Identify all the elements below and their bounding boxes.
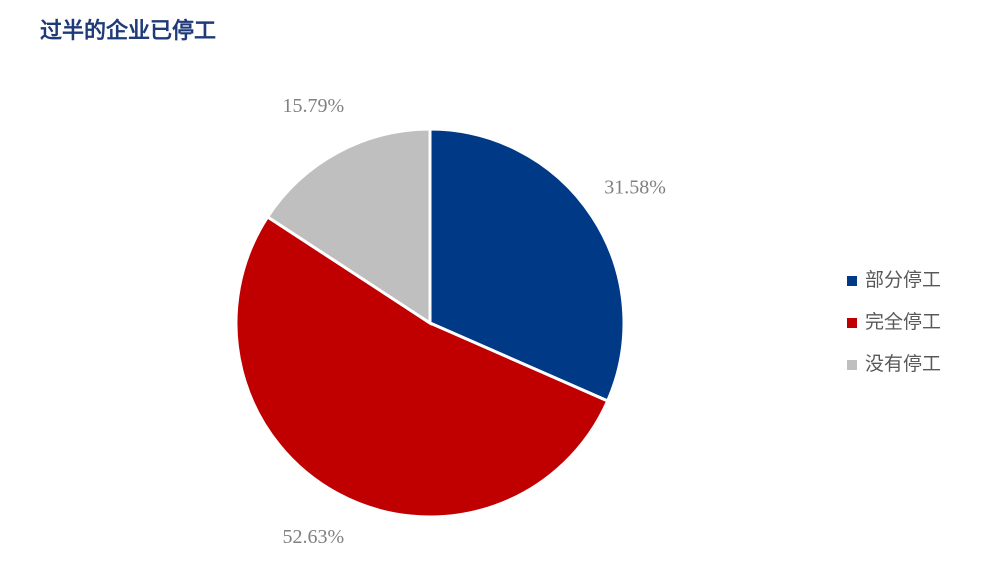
chart-title: 过半的企业已停工 — [40, 18, 216, 44]
legend-swatch — [847, 276, 857, 286]
legend-label: 完全停工 — [865, 311, 941, 333]
legend-label: 没有停工 — [865, 353, 941, 375]
pie-slice — [234, 214, 610, 519]
value-label: 15.79% — [283, 95, 345, 117]
value-label: 31.58% — [604, 177, 666, 199]
legend-label: 部分停工 — [865, 269, 941, 291]
pie-slice — [265, 127, 432, 326]
legend-swatch — [847, 318, 857, 328]
pie-slice — [428, 127, 626, 403]
value-label: 52.63% — [283, 526, 345, 548]
legend-swatch — [847, 360, 857, 370]
